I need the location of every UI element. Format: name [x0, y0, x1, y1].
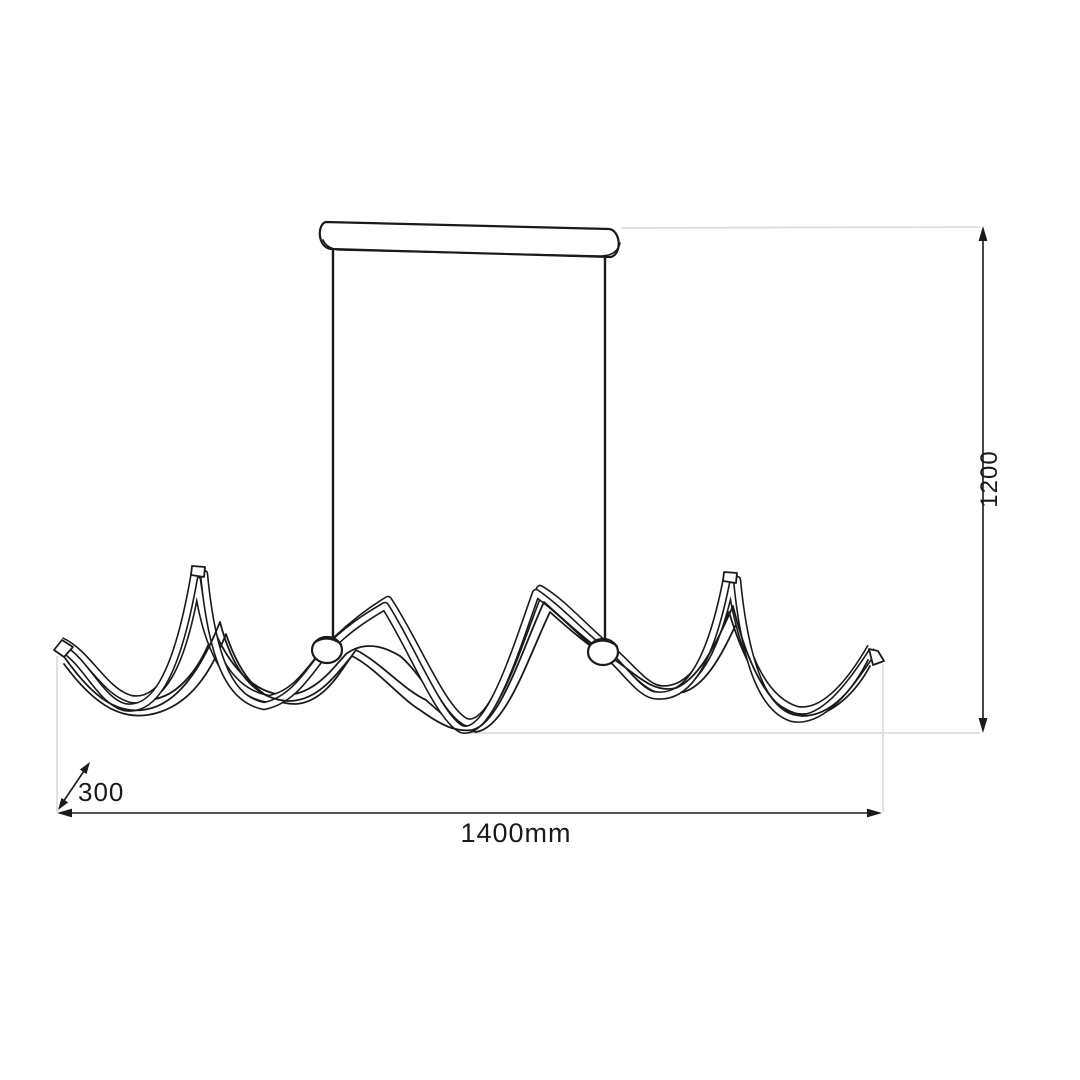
dimension-width-arrow-right	[867, 808, 882, 818]
canopy-body	[318, 220, 620, 259]
extension-lines	[56, 226, 981, 812]
canopy-right-rim	[599, 242, 621, 257]
dimension-depth: 300	[58, 762, 124, 810]
dimension-width-label: 1400mm	[460, 818, 571, 848]
wave-ribbon	[53, 565, 885, 734]
pendant-lamp	[53, 220, 885, 734]
dimension-depth-label: 300	[78, 777, 124, 807]
ribbon-end-cap-right	[868, 648, 885, 666]
dimension-height-arrow-up	[978, 226, 988, 241]
dimension-height: 1200	[976, 226, 1003, 733]
ribbon-strand-front	[64, 601, 869, 732]
dimension-width-arrow-left	[57, 808, 72, 818]
knot-wrap-left	[313, 637, 342, 645]
knot-wrap-right	[589, 639, 618, 647]
dimension-width: 1400mm	[57, 808, 882, 848]
canopy-bottom-rim	[322, 239, 601, 257]
cable-knot-left	[310, 635, 344, 665]
cable-knot-right	[586, 637, 620, 667]
ribbon-end-cap-left	[53, 639, 74, 658]
dimension-depth-arrow-upper	[79, 762, 90, 775]
ceiling-canopy	[318, 220, 621, 259]
dimension-depth-line	[60, 767, 87, 806]
dimension-height-label: 1200	[976, 450, 1003, 507]
knot-ball-right	[586, 637, 620, 667]
ribbon-spike-cap-left	[190, 565, 206, 578]
knot-ball-left	[310, 635, 344, 665]
dimension-depth-arrow-lower	[58, 797, 69, 810]
ribbon-spike-cap-right	[722, 571, 738, 584]
dimension-height-arrow-down	[978, 718, 988, 733]
extension-line-top	[620, 226, 981, 229]
